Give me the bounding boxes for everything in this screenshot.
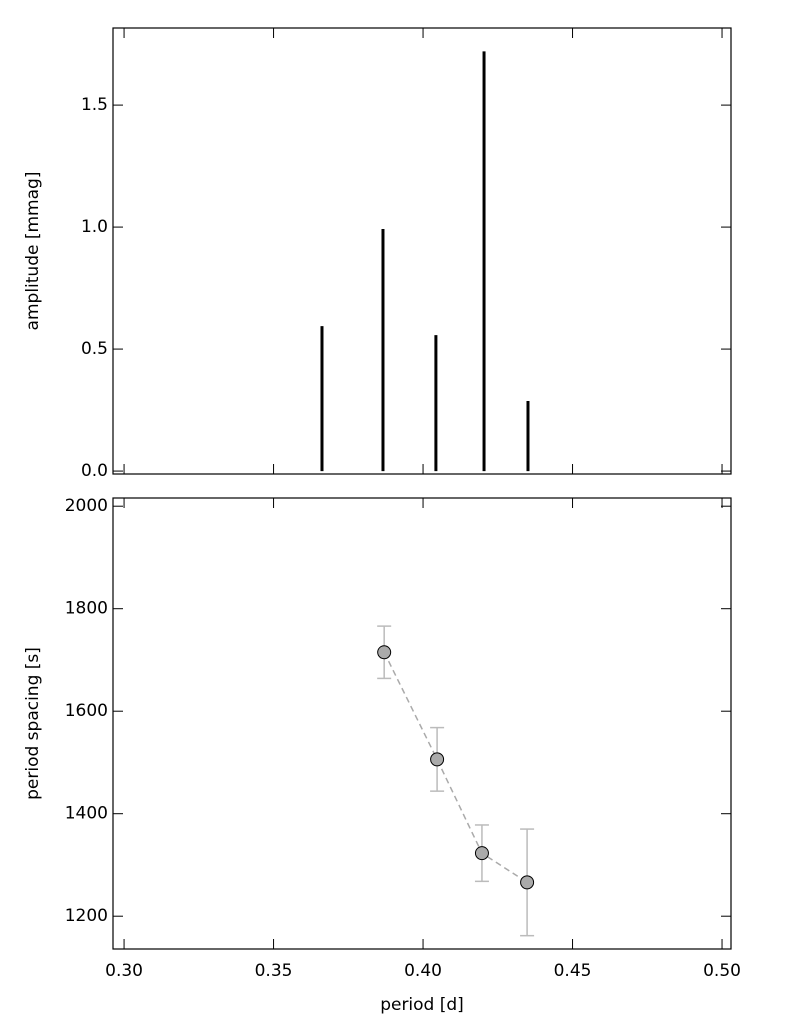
plot-frame	[112, 27, 732, 475]
plot-frame	[112, 497, 732, 950]
point	[520, 875, 535, 890]
x-tick-label: 0.35	[255, 961, 293, 981]
x-axis-label: period [d]	[380, 995, 464, 1015]
point	[430, 752, 445, 767]
y-tick-label: 0.0	[81, 461, 108, 481]
x-tick-label: 0.50	[703, 961, 741, 981]
y-axis-label: amplitude [mmag]	[23, 172, 43, 331]
y-tick-label: 1.5	[81, 95, 108, 115]
y-tick-label: 1600	[65, 701, 108, 721]
y-tick-label: 0.5	[81, 339, 108, 359]
y-tick-label: 1400	[65, 804, 108, 824]
x-tick-label: 0.30	[105, 961, 143, 981]
y-tick-label: 2000	[65, 496, 108, 516]
point	[377, 645, 392, 660]
x-tick-label: 0.45	[554, 961, 592, 981]
x-tick-label: 0.40	[404, 961, 442, 981]
trend-line	[383, 651, 528, 884]
y-tick-label: 1200	[65, 906, 108, 926]
y-axis-label: period spacing [s]	[23, 647, 43, 800]
y-tick-label: 1.0	[81, 217, 108, 237]
y-tick-label: 1800	[65, 599, 108, 619]
point	[474, 846, 489, 861]
